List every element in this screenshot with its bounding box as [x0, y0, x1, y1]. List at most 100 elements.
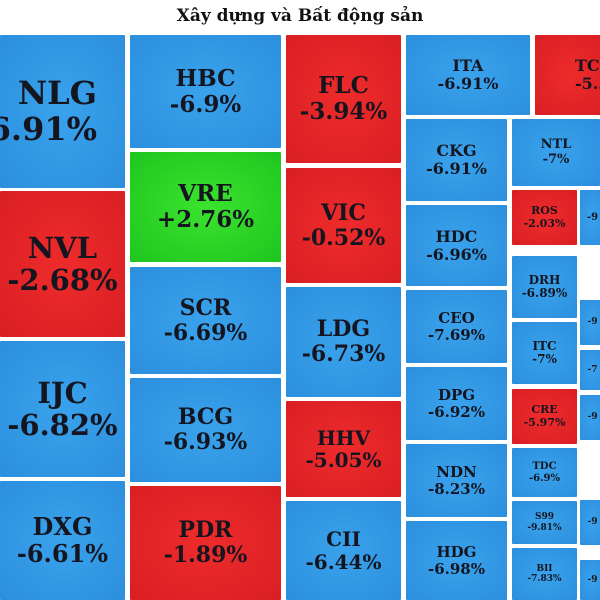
tile-ijc: IJC -6.82% — [0, 341, 125, 477]
tile-ndn: NDN -8.23% — [406, 444, 507, 517]
tile-change-label: -7 — [587, 364, 598, 375]
tile-ticker: HDC — [435, 226, 478, 246]
tile-hhv: HHV -5.05% — [286, 401, 401, 497]
tile-bii: BII -7.83% — [512, 548, 577, 600]
tile-cell-30: -9 — [580, 190, 600, 245]
tile-vic: VIC -0.52% — [286, 168, 401, 283]
tile-ros: ROS -2.03% — [512, 190, 577, 245]
tile-change-label: -9.81% — [527, 522, 562, 533]
tile-change-label: -8.23% — [427, 479, 485, 498]
tile-ticker: CKG — [436, 141, 477, 161]
tile-change-label: -2.68% — [7, 263, 118, 297]
tile-vre: VRE +2.76% — [130, 152, 281, 262]
tile-change-label: -6.91% — [437, 74, 499, 93]
tile-ticker: NDN — [436, 462, 477, 481]
tile-hbc: HBC -6.9% — [130, 35, 281, 148]
tile-change-label: -5.5 — [575, 74, 600, 93]
tile-change-label: -7% — [542, 151, 570, 167]
tile-cell-33: -9 — [580, 395, 600, 440]
tile-drh: DRH -6.89% — [512, 256, 577, 318]
tile-ticker: HHV — [316, 425, 371, 450]
tile-ceo: CEO -7.69% — [406, 290, 507, 363]
tile-change-label: -9 — [587, 317, 598, 328]
tile-change-label: -7.69% — [427, 325, 485, 344]
tile-change-label: -3.94% — [299, 98, 388, 125]
tile-ticker: CRE — [531, 403, 558, 417]
tile-cell-34: -9 — [580, 500, 600, 545]
tile-change-label: -2.03% — [523, 216, 566, 230]
tile-ticker: HBC — [175, 64, 236, 92]
tile-itc: ITC -7% — [512, 322, 577, 384]
tile-change-label: -6.89% — [521, 286, 568, 300]
tile-cell-35: -9 — [580, 560, 600, 600]
tile-dpg: DPG -6.92% — [406, 367, 507, 440]
tile-ticker: ROS — [531, 204, 558, 218]
tile-change-label: -6.98% — [427, 559, 485, 578]
tile-change-label: +2.76% — [156, 206, 255, 233]
tile-ticker: VRE — [178, 180, 233, 208]
tile-change-label: -6.61% — [16, 538, 109, 568]
tile-ticker: PDR — [178, 517, 233, 544]
tile-ckg: CKG -6.91% — [406, 119, 507, 201]
tile-change-label: -6.69% — [163, 319, 248, 346]
tile-pdr: PDR -1.89% — [130, 486, 281, 600]
tile-change-label: -6.91% — [0, 109, 97, 148]
tile-change-label: -6.92% — [427, 402, 485, 421]
tile-ticker: HDG — [436, 542, 477, 561]
tile-ntl: NTL -7% — [512, 119, 600, 186]
tile-change-label: -9 — [587, 412, 598, 423]
tile-change-label: -5.97% — [523, 415, 566, 429]
tile-tdc: TDC -6.9% — [512, 448, 577, 497]
tile-change-label: -6.9% — [169, 90, 242, 118]
tile-ticker: DRH — [528, 272, 561, 287]
tile-ticker: VIC — [321, 199, 366, 226]
tile-change-label: -7% — [532, 352, 557, 366]
tile-nlg: NLG-6.91% — [0, 35, 125, 188]
tile-ticker: SCR — [179, 294, 232, 321]
tile-ldg: LDG -6.73% — [286, 287, 401, 397]
tile-change-label: -6.44% — [305, 549, 382, 574]
tile-ticker: TC — [575, 56, 600, 76]
tile-change-label: -6.73% — [301, 341, 386, 367]
tile-ticker: NLG — [17, 73, 97, 112]
tile-change-label: -9 — [586, 211, 599, 223]
tile-hdc: HDC -6.96% — [406, 205, 507, 286]
tile-ticker: BCG — [177, 404, 234, 431]
tile-ticker: CEO — [438, 308, 475, 327]
tile-change-label: -5.05% — [305, 448, 382, 472]
tile-ticker: TDC — [532, 461, 557, 473]
tile-ticker: ITA — [452, 56, 484, 76]
tile-change-label: -0.52% — [301, 224, 386, 251]
tile-nvl: NVL -2.68% — [0, 191, 125, 337]
tile-cii: CII -6.44% — [286, 501, 401, 600]
tile-change-label: -6.9% — [528, 472, 561, 484]
tile-ticker: IJC — [37, 375, 88, 410]
tile-ticker: S99 — [534, 512, 555, 523]
tile-change-label: -9 — [587, 574, 598, 585]
tile-tc: TC-5.5 — [535, 35, 600, 115]
tile-cell-31: -9 — [580, 300, 600, 345]
tile-ticker: CII — [326, 527, 361, 552]
tile-ticker: ITC — [532, 338, 557, 353]
tile-change-label: -6.82% — [7, 408, 118, 442]
tile-ticker: DPG — [437, 385, 476, 404]
tile-bcg: BCG -6.93% — [130, 378, 281, 482]
tile-ticker: LDG — [316, 316, 371, 343]
tile-change-label: -7.83% — [527, 574, 562, 584]
tile-ticker: BII — [536, 563, 553, 574]
tile-hdg: HDG -6.98% — [406, 521, 507, 600]
tile-change-label: -1.89% — [163, 542, 248, 568]
tile-cell-32: -7 — [580, 350, 600, 390]
chart-title: Xây dựng và Bất động sản — [176, 6, 424, 26]
tile-change-label: -6.91% — [426, 159, 487, 178]
tile-ticker: NTL — [540, 136, 572, 152]
tile-s99: S99 -9.81% — [512, 501, 577, 544]
tile-cre: CRE -5.97% — [512, 389, 577, 444]
tile-ticker: NVL — [27, 230, 98, 265]
tile-dxg: DXG -6.61% — [0, 481, 125, 600]
tile-ticker: FLC — [318, 72, 369, 100]
tile-flc: FLC -3.94% — [286, 35, 401, 163]
tile-ticker: DXG — [32, 511, 93, 541]
tile-scr: SCR -6.69% — [130, 267, 281, 374]
